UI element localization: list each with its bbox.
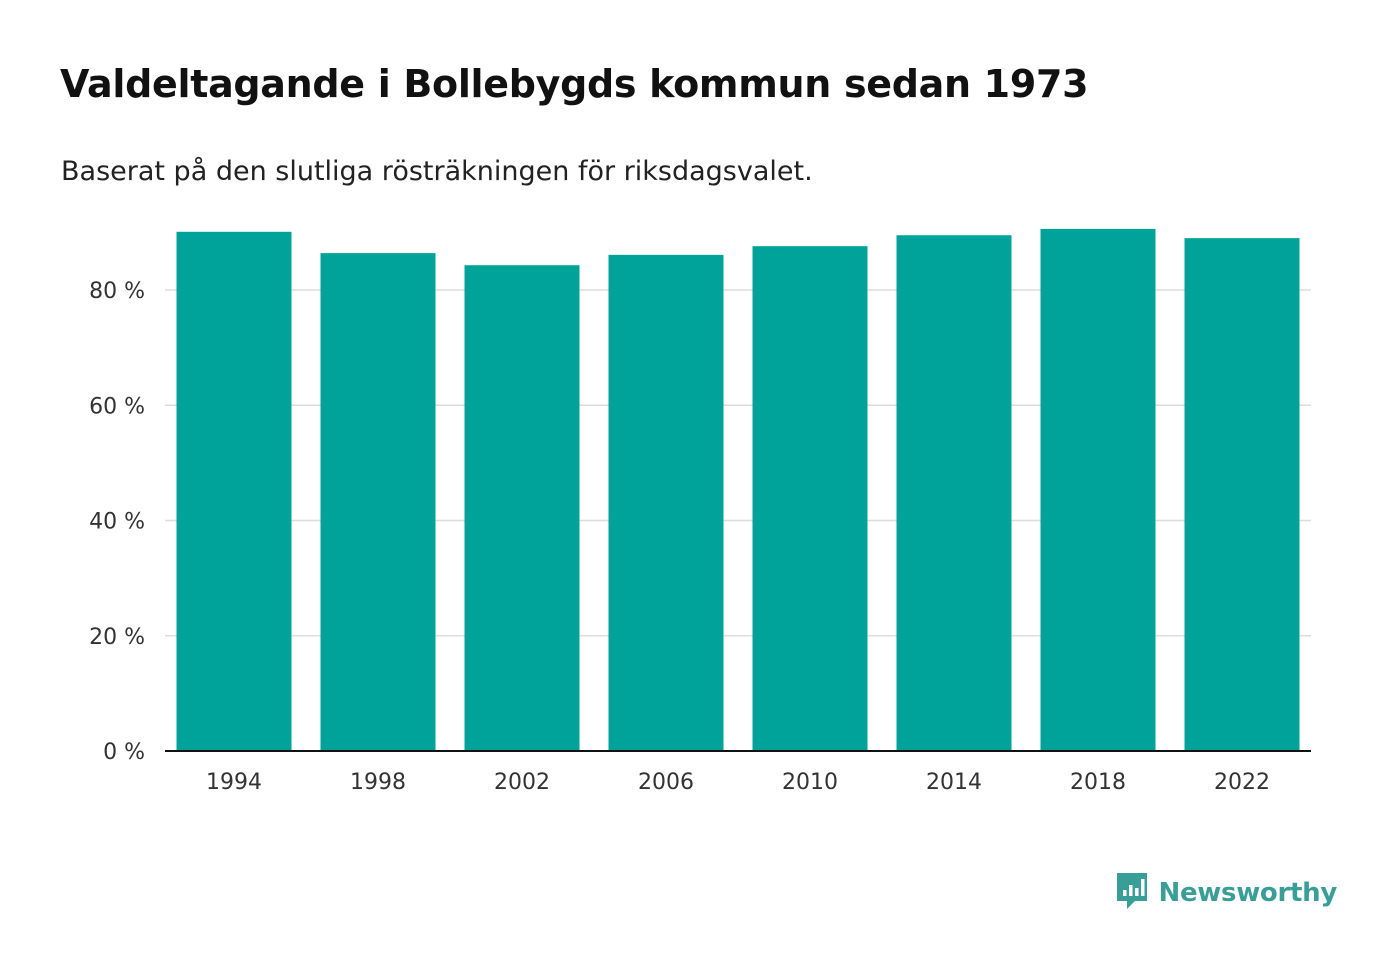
- brand-logo: Newsworthy: [1115, 871, 1337, 915]
- y-tick-label: 0 %: [103, 740, 145, 765]
- x-tick-label: 1994: [206, 770, 262, 795]
- y-tick-label: 20 %: [89, 625, 145, 650]
- x-tick-label: 2014: [926, 770, 982, 795]
- chart-subtitle: Baserat på den slutliga rösträkningen fö…: [61, 156, 813, 187]
- x-tick-label: 2018: [1070, 770, 1126, 795]
- x-tick-label: 2002: [494, 770, 550, 795]
- bar-2006: [608, 254, 724, 751]
- bar-2010: [752, 246, 868, 751]
- x-tick-label: 2010: [782, 770, 838, 795]
- bar-2014: [896, 235, 1012, 752]
- x-tick-label: 1998: [350, 770, 406, 795]
- bars: [176, 228, 1300, 752]
- chart-title: Valdeltagande i Bollebygds kommun sedan …: [60, 62, 1089, 106]
- y-tick-label: 80 %: [89, 279, 145, 304]
- bar-1998: [320, 253, 436, 751]
- bar-1994: [176, 231, 292, 751]
- y-tick-label: 40 %: [89, 510, 145, 535]
- bar-2002: [464, 265, 580, 751]
- newsworthy-logo-icon: [1115, 871, 1149, 915]
- bar-2018: [1040, 228, 1156, 752]
- x-tick-label: 2006: [638, 770, 694, 795]
- y-tick-label: 60 %: [89, 394, 145, 419]
- x-tick-label: 2022: [1214, 770, 1270, 795]
- brand-name: Newsworthy: [1158, 878, 1338, 908]
- bar-2022: [1184, 238, 1300, 751]
- tick-labels: 0 % 20 % 40 % 60 % 80 % 1994 1998 2002 2006 2010 2…: [89, 279, 1270, 795]
